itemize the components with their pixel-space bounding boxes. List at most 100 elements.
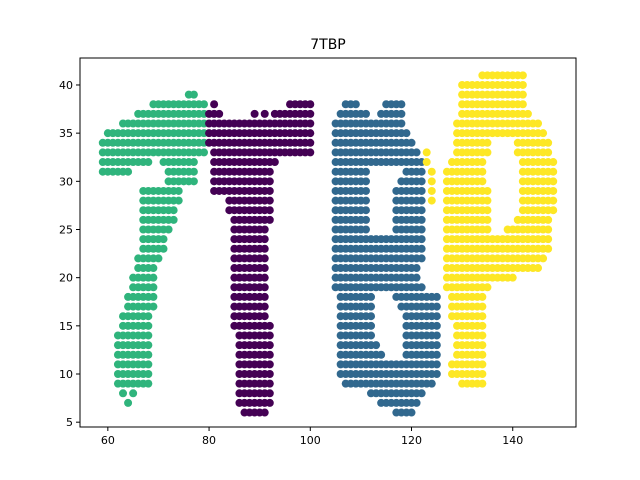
data-point [417, 283, 426, 292]
data-point [367, 321, 376, 330]
data-point [412, 273, 421, 282]
data-point [154, 254, 163, 263]
data-point [478, 177, 487, 186]
data-point [361, 215, 370, 224]
data-point [189, 177, 198, 186]
data-point [265, 321, 274, 330]
data-point [265, 206, 274, 215]
data-point [265, 350, 274, 359]
data-point [361, 167, 370, 176]
data-point [260, 264, 269, 273]
data-point [159, 244, 168, 253]
data-point [427, 379, 436, 388]
data-point [306, 148, 315, 157]
data-point [397, 100, 406, 109]
data-point [265, 370, 274, 379]
data-point [189, 90, 198, 99]
y-tick-label: 15 [59, 320, 73, 333]
data-point [534, 119, 543, 128]
data-point [417, 254, 426, 263]
y-tick-label: 10 [59, 368, 73, 381]
data-point [174, 196, 183, 205]
x-tick-label: 100 [300, 434, 321, 447]
data-point [534, 264, 543, 273]
data-point [124, 167, 133, 176]
data-point [427, 167, 436, 176]
data-point [478, 360, 487, 369]
data-point [129, 389, 138, 398]
data-point [149, 264, 158, 273]
data-point [478, 302, 487, 311]
data-point [432, 341, 441, 350]
data-point [549, 186, 558, 195]
axes-frame [79, 57, 577, 428]
data-point [483, 206, 492, 215]
data-point [417, 206, 426, 215]
data-point [518, 80, 527, 89]
data-point [265, 341, 274, 350]
x-tick-label: 140 [502, 434, 523, 447]
data-point [367, 331, 376, 340]
data-point [544, 244, 553, 253]
data-point [250, 109, 259, 118]
data-point [549, 167, 558, 176]
data-point [367, 302, 376, 311]
data-point [265, 167, 274, 176]
data-point [260, 292, 269, 301]
data-point [159, 235, 168, 244]
data-point [478, 350, 487, 359]
data-point [265, 398, 274, 407]
data-point [144, 370, 153, 379]
data-point [407, 138, 416, 147]
data-point [483, 196, 492, 205]
data-point [361, 206, 370, 215]
data-point [265, 331, 274, 340]
data-point [483, 186, 492, 195]
data-point [200, 148, 208, 157]
data-point [427, 196, 436, 205]
data-point [260, 235, 269, 244]
data-point [427, 186, 436, 195]
data-point [544, 215, 553, 224]
y-tick-label: 25 [59, 223, 73, 236]
data-point [483, 283, 492, 292]
data-point [260, 109, 269, 118]
data-point [144, 158, 153, 167]
data-point [544, 225, 553, 234]
data-point [417, 244, 426, 253]
data-point [478, 158, 487, 167]
data-point [417, 167, 426, 176]
data-point [432, 312, 441, 321]
data-point [539, 129, 548, 138]
data-point [478, 321, 487, 330]
data-point [422, 158, 431, 167]
data-point [174, 186, 183, 195]
data-point [265, 196, 274, 205]
data-point [377, 350, 386, 359]
data-point [478, 379, 487, 388]
data-point [260, 244, 269, 253]
data-point [544, 148, 553, 157]
data-point [412, 398, 421, 407]
data-point [412, 148, 421, 157]
data-point [260, 273, 269, 282]
data-point [119, 389, 128, 398]
data-point [367, 312, 376, 321]
points-layer [98, 71, 558, 417]
data-point [518, 71, 527, 80]
data-point [478, 167, 487, 176]
data-point [397, 109, 406, 118]
chart-title: 7TBP [310, 37, 346, 53]
data-point [432, 321, 441, 330]
data-point [483, 138, 492, 147]
data-point [539, 254, 548, 263]
data-point [432, 292, 441, 301]
data-point [144, 360, 153, 369]
data-point [361, 109, 370, 118]
data-point [412, 264, 421, 273]
data-point [260, 408, 269, 417]
data-point [361, 177, 370, 186]
data-point [361, 186, 370, 195]
data-point [432, 360, 441, 369]
